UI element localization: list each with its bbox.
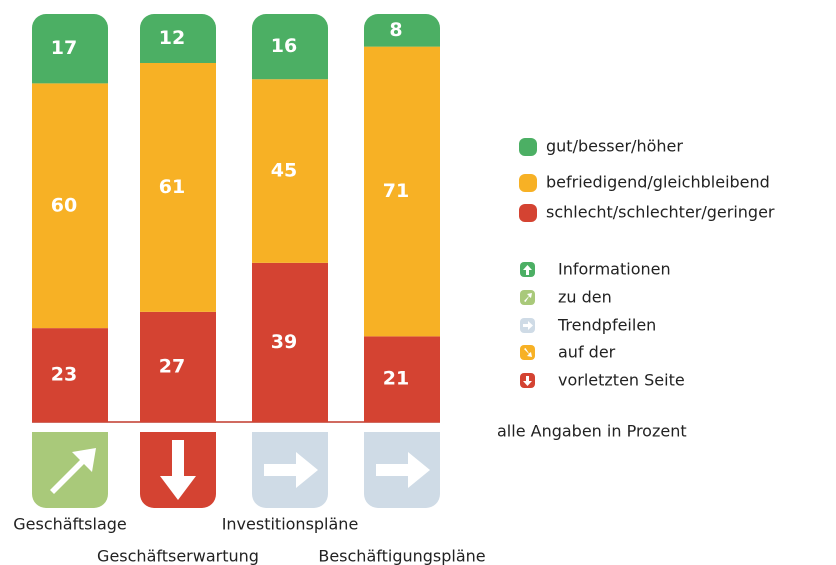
trend-legend-label: auf der [558,343,616,362]
trend-legend-label: Trendpfeilen [557,316,656,335]
legend-swatch [519,138,537,156]
value-label: 17 [51,37,77,59]
bar-segment [32,328,108,422]
legend-label: gut/besser/höher [546,137,683,156]
legend-swatch [519,174,537,192]
value-label: 23 [51,364,77,386]
trend-legend-label: Informationen [558,260,671,279]
trend-icon [32,432,108,508]
bar-segment [252,14,328,80]
value-label: 16 [271,35,297,57]
trend-legend-label: zu den [558,288,612,307]
bar-segment [364,336,440,422]
value-label: 21 [383,368,409,390]
legend-swatch [519,204,537,222]
trend-icon [252,432,328,508]
bar-segment [140,14,216,63]
x-tick-label: Geschäftserwartung [97,547,259,565]
bar-segment [32,83,108,329]
value-label: 8 [389,19,402,41]
value-label: 71 [383,180,409,202]
bar-segment [32,14,108,84]
value-label: 61 [159,176,185,198]
bar-segment [140,62,216,312]
legend-label: befriedigend/gleichbleibend [546,173,770,192]
value-label: 39 [271,331,297,353]
trend-legend-icon [520,262,535,388]
bar-segment [364,14,440,47]
note: alle Angaben in Prozent [497,422,687,441]
x-tick-label: Investitionspläne [222,515,359,534]
value-label: 45 [271,160,297,182]
trend-legend-label: vorletzten Seite [558,371,685,390]
value-label: 12 [159,27,185,49]
bar-segment [140,311,216,422]
x-tick-label: Beschäftigungspläne [318,547,485,565]
value-label: 27 [159,355,185,377]
trend-icon [140,432,216,508]
trend-icon [364,432,440,508]
value-label: 60 [51,194,77,216]
bar-segment [252,262,328,422]
x-tick-label: Geschäftslage [13,515,127,534]
legend-label: schlecht/schlechter/geringer [546,203,775,222]
bar-segment [252,79,328,263]
bar-segment [364,46,440,337]
